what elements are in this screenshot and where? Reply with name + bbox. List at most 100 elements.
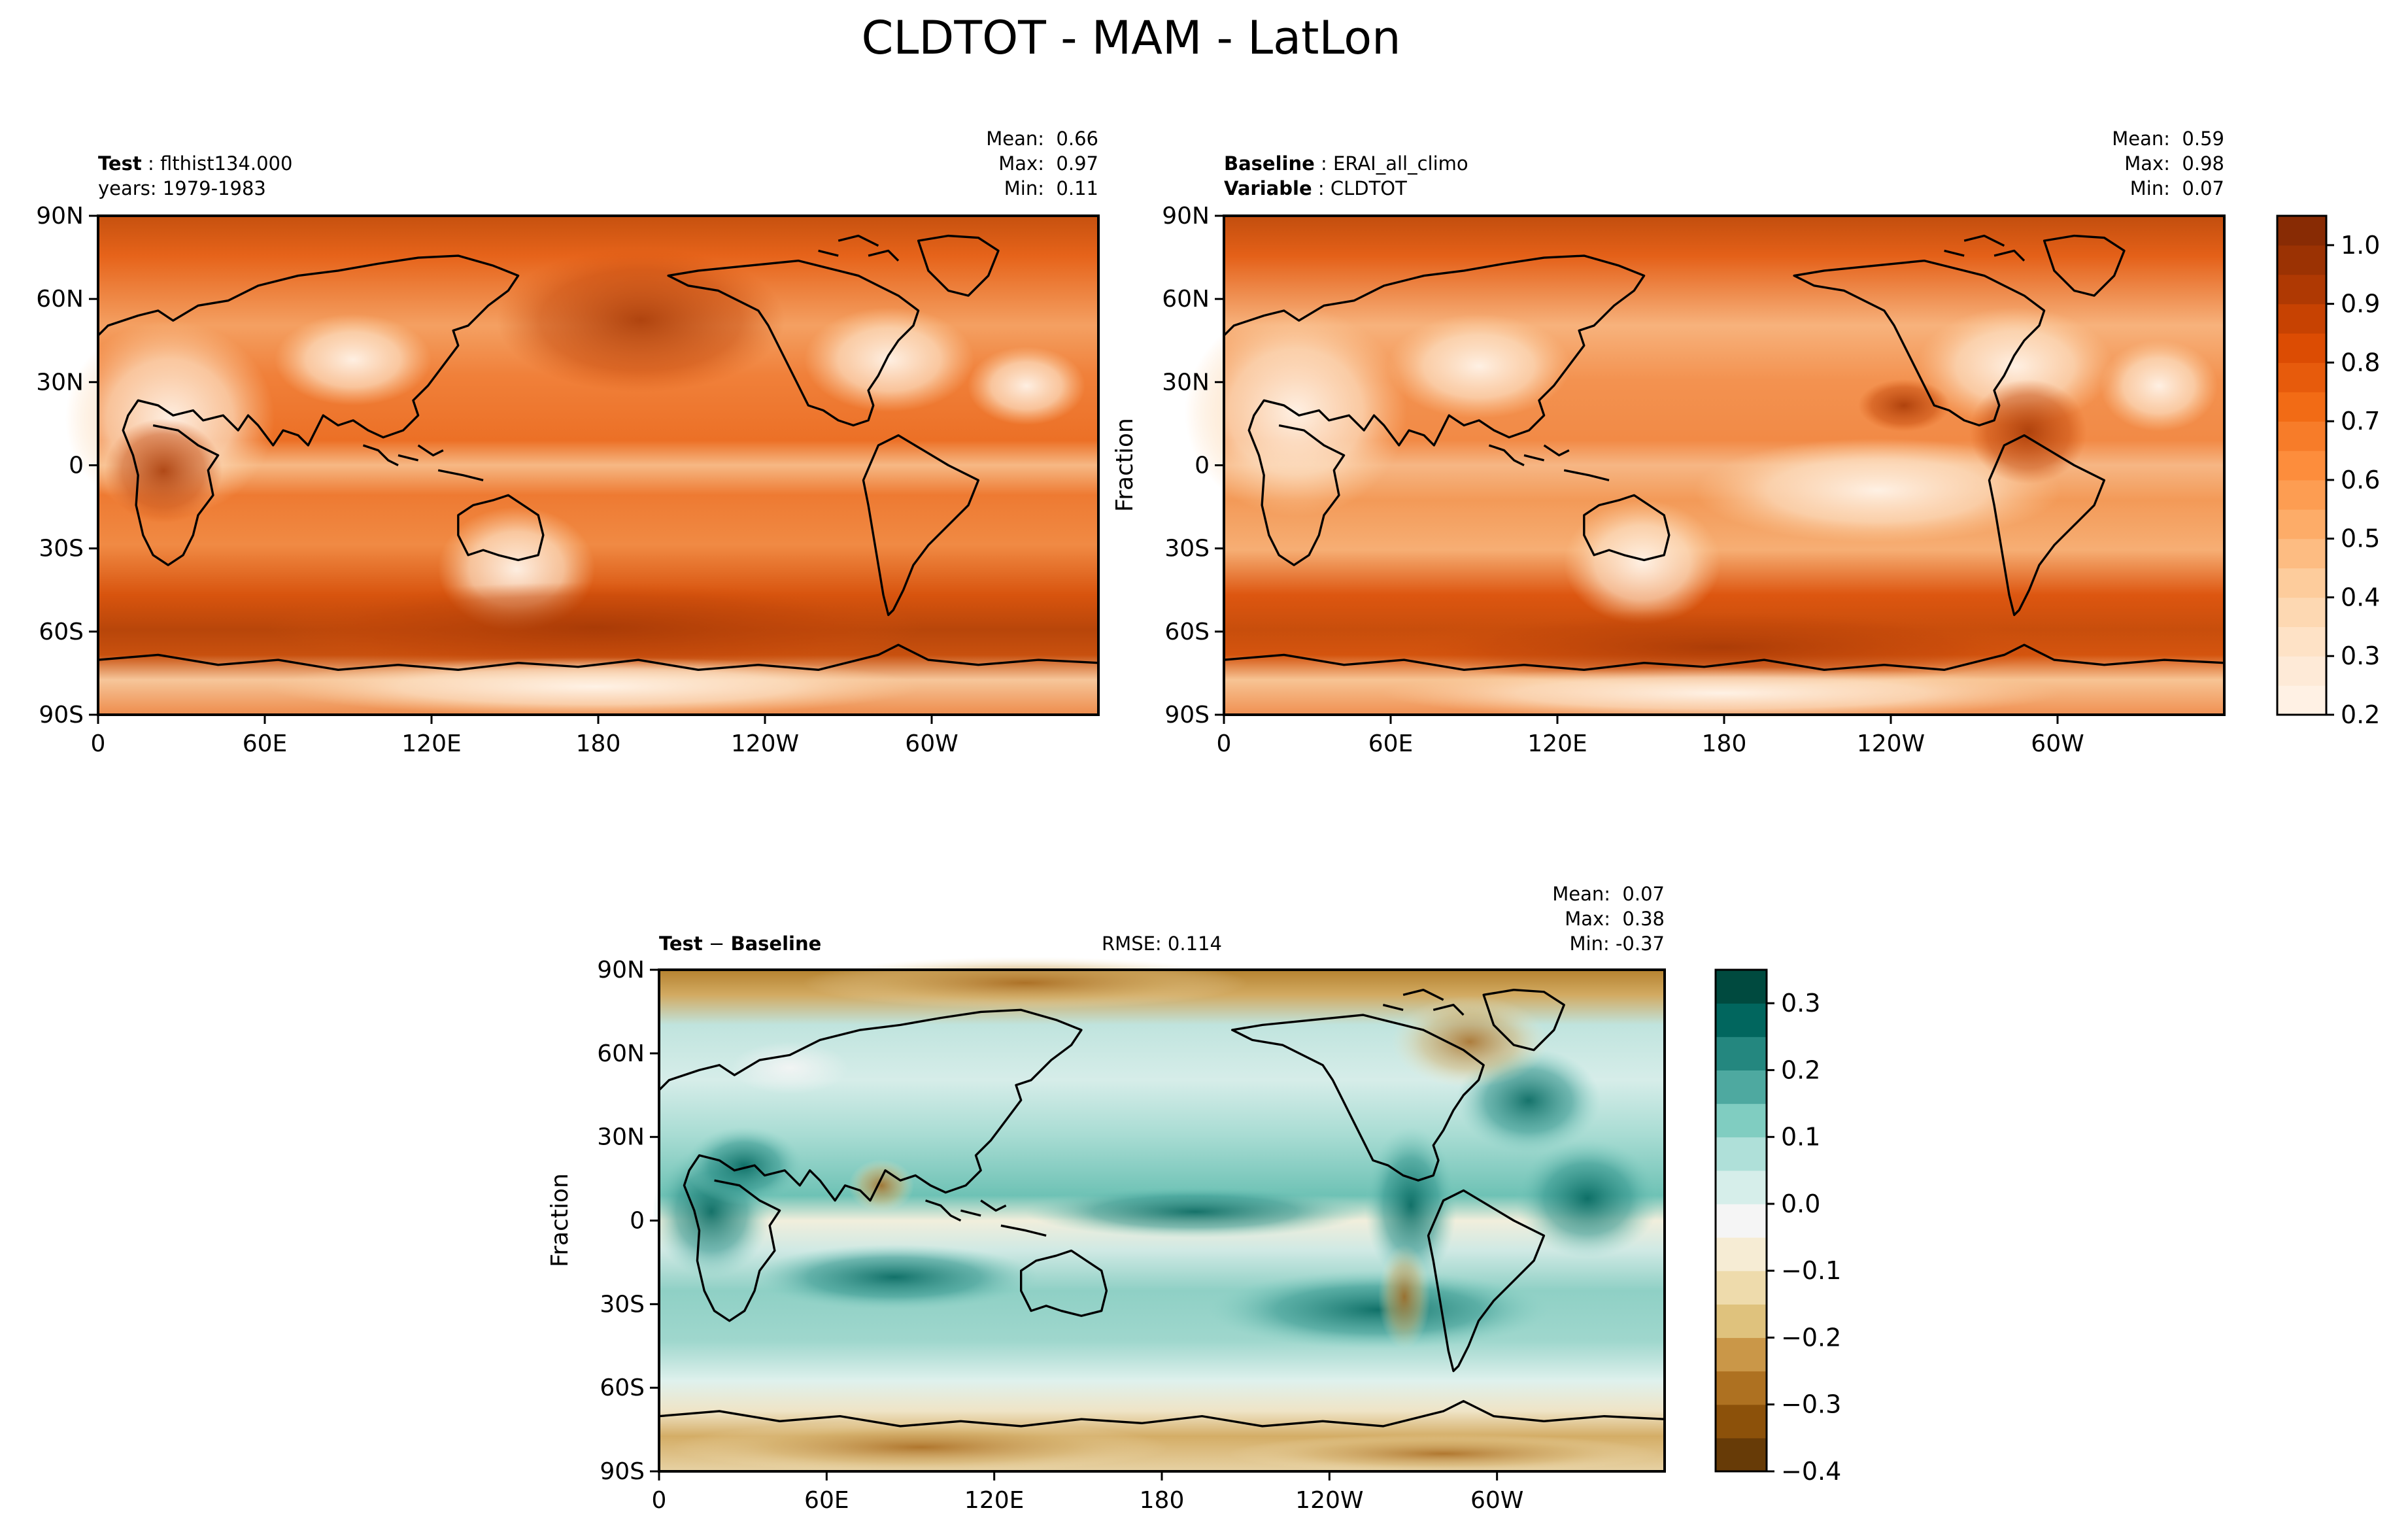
x-tick-label: 0: [652, 1487, 667, 1514]
colorbar-swatch: [2277, 568, 2326, 598]
rmse-label: RMSE: 0.114: [1102, 933, 1222, 955]
colorbar-swatch: [2277, 626, 2326, 657]
colorbar-swatch: [2277, 245, 2326, 275]
colorbar-swatch: [2277, 656, 2326, 686]
x-tick-label: 60W: [905, 730, 958, 757]
colorbar-swatch: [2277, 362, 2326, 392]
y-tick-label: 60S: [1164, 619, 1210, 645]
colorbar-swatch: [2277, 274, 2326, 305]
y-tick-label: 60S: [39, 619, 84, 645]
panel-baseline: Baseline : ERAI_all_climo Variable : CLD…: [1111, 128, 2226, 757]
figure-title: CLDTOT - MAM - LatLon: [862, 11, 1401, 65]
y-tick-label: 90N: [36, 203, 84, 230]
colorbar-swatch: [2277, 479, 2326, 510]
colorbar-swatch: [2277, 451, 2326, 481]
panel-label-value: flthist134.000: [160, 152, 292, 175]
y-tick-label: 60N: [597, 1040, 645, 1067]
stat-mean: Mean: 0.66: [986, 128, 1098, 150]
colorbar-tick-label: −0.4: [1781, 1457, 1841, 1486]
x-tick-label: 180: [1140, 1487, 1185, 1514]
x-tick-label: 120W: [731, 730, 799, 757]
x-tick-label: 180: [576, 730, 621, 757]
x-tick-label: 0: [91, 730, 106, 757]
colorbar-swatch: [1716, 1103, 1767, 1138]
colorbar-swatch: [1716, 1237, 1767, 1271]
colorbar-swatch: [1716, 1271, 1767, 1305]
colorbar-swatch: [2277, 216, 2326, 246]
colorbar-swatch: [2277, 421, 2326, 451]
y-tick-label: 0: [630, 1208, 645, 1235]
colorbar-tick-label: 0.3: [2341, 642, 2380, 670]
y-tick-label: 30N: [36, 369, 84, 396]
stat-mean: Mean: 0.59: [2112, 128, 2224, 150]
colorbar-tick-label: −0.3: [1781, 1390, 1841, 1419]
y-tick-label: 90S: [1164, 702, 1210, 728]
y-axis: 90N 60N 30N 0 30S 60S 90S: [597, 957, 659, 1485]
x-tick-label: 60E: [243, 730, 288, 757]
colorbar-tick-label: 1.0: [2341, 231, 2380, 260]
stat-max: Max: 0.97: [998, 152, 1098, 175]
stat-max: Max: 0.98: [2124, 152, 2224, 175]
colorbar-tick-label: 0.9: [2341, 290, 2380, 318]
x-axis: 0 60E 120E 180 120W 60W: [91, 715, 958, 757]
colorbar-tick-label: −0.1: [1781, 1256, 1841, 1285]
svg-text:Test : flthist134.000: Test : flthist134.000: [98, 152, 292, 175]
colorbar-top: 1.0 0.9 0.8 0.7 0.6 0.5 0.4 0.3 0.2: [2276, 214, 2380, 729]
y-tick-label: 30N: [1162, 369, 1210, 396]
x-tick-label: 120W: [1857, 730, 1925, 757]
colorbar-tick-label: 0.2: [1781, 1055, 1820, 1084]
colorbar-swatch: [2277, 509, 2326, 539]
x-tick-label: 60W: [1470, 1487, 1523, 1514]
y-axis: 90N 60N 30N 0 30S 60S 90S: [1162, 203, 1224, 728]
y-tick-label: 60N: [36, 286, 84, 313]
heatmap-field: [1185, 307, 2218, 719]
y-tick-label: 60N: [1162, 286, 1210, 313]
colorbar-swatch: [1716, 1036, 1767, 1070]
colorbar-swatch: [2277, 333, 2326, 364]
colorbar-tick-label: 0.6: [2341, 466, 2380, 494]
y-axis-label: Fraction: [547, 1173, 573, 1267]
svg-text:Variable : CLDTOT: Variable : CLDTOT: [1224, 177, 1407, 199]
x-axis: 0 60E 120E 180 120W 60W: [1217, 715, 2084, 757]
panel-subtitle: years: 1979-1983: [98, 177, 266, 199]
colorbar-tick-label: 0.2: [2341, 700, 2380, 729]
svg-text:Baseline : ERAI_all_climo: Baseline : ERAI_all_climo: [1224, 152, 1468, 175]
y-tick-label: 90S: [39, 702, 84, 728]
colorbar-swatch: [1716, 1404, 1767, 1439]
svg-text:Test − Baseline: Test − Baseline: [659, 933, 821, 955]
panel-label-value: ERAI_all_climo: [1333, 152, 1468, 175]
x-tick-label: 120W: [1295, 1487, 1363, 1514]
colorbar-swatch: [2277, 303, 2326, 334]
colorbar-tick-label: 0.8: [2341, 348, 2380, 377]
y-tick-label: 90N: [597, 957, 645, 984]
y-tick-label: 0: [69, 453, 84, 479]
heatmap-field: [65, 248, 1085, 716]
x-tick-label: 60E: [804, 1487, 849, 1514]
colorbar-swatch: [1716, 1003, 1767, 1037]
x-tick-label: 60E: [1368, 730, 1414, 757]
stat-mean: Mean: 0.07: [1552, 883, 1665, 905]
colorbar-swatch: [1716, 1137, 1767, 1171]
y-tick-label: 60S: [600, 1375, 645, 1401]
y-tick-label: 0: [1195, 453, 1210, 479]
colorbar-swatch: [1716, 1070, 1767, 1104]
y-tick-label: 30S: [39, 536, 84, 562]
colorbar-tick-label: 0.7: [2341, 407, 2380, 436]
panel-test: Test : flthist134.000 years: 1979-1983 M…: [36, 128, 1100, 757]
colorbar-swatch: [2277, 597, 2326, 627]
stat-max: Max: 0.38: [1565, 908, 1665, 930]
colorbar-tick-label: −0.2: [1781, 1323, 1841, 1352]
colorbar-tick-label: 0.1: [1781, 1123, 1820, 1152]
colorbar-swatch: [1716, 1337, 1767, 1372]
colorbar-swatches: [1716, 970, 1767, 1472]
y-tick-label: 30S: [1164, 536, 1210, 562]
y-tick-label: 30S: [600, 1291, 645, 1318]
x-tick-label: 60W: [2031, 730, 2084, 757]
panel-label-key: Baseline: [1224, 152, 1315, 175]
colorbar-swatch: [1716, 970, 1767, 1004]
panel-diff: Test − Baseline RMSE: 0.114 Mean: 0.07 M…: [547, 883, 1666, 1514]
panel-label-sep: −: [709, 933, 724, 955]
x-tick-label: 0: [1217, 730, 1232, 757]
panel-label2-key: Variable: [1224, 177, 1312, 199]
